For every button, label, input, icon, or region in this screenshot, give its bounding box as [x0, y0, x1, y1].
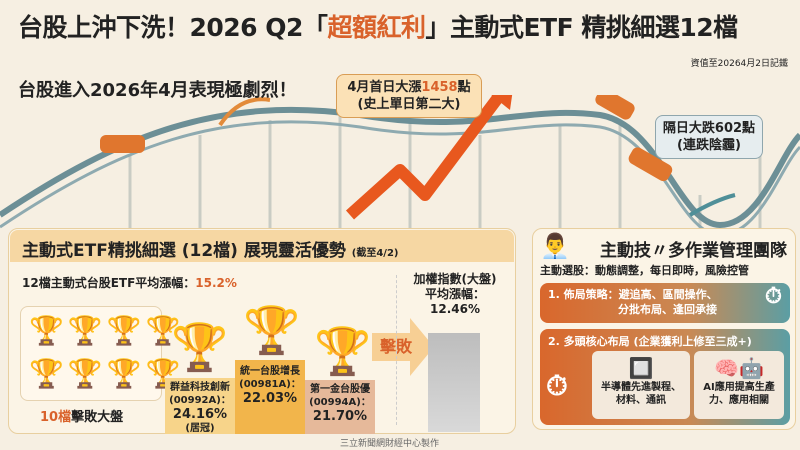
beat-market-count: 10檔擊敗大盤: [40, 410, 124, 425]
callout-drop: 隔日大跌602點 (連跌陰霾): [655, 115, 763, 159]
credit-footer: 三立新聞網財經中心製作: [340, 439, 440, 449]
silver-trophy-icon: 2.🏆: [171, 320, 229, 374]
curve-arrow-icon: [218, 97, 271, 127]
subtitle: 台股進入2026年4月表現極劇烈！: [18, 80, 297, 101]
ai-card: 🧠🤖 AI應用提高生產 力、應用相關: [694, 351, 784, 419]
trophy-icon: 🏆: [106, 356, 142, 390]
team-title: 主動技〃多作業管理團隊: [600, 241, 787, 261]
index-bar: [428, 333, 480, 432]
podium-first: 統一台股增長 (00981A)： 22.03%: [235, 360, 305, 434]
surge-arrow-icon: [345, 95, 505, 220]
trophy-grid: 🏆 🏆 🏆 🏆 🏆 🏆 🏆 🏆: [20, 306, 181, 401]
semiconductor-card: 🔲 半導體先進製程、 材料、通訊: [592, 351, 690, 419]
strategy-box: 1. 佈局策略：避追高、區間操作、 分批布局、逢回承接 ⏱: [540, 283, 790, 323]
bronze-trophy-icon: 3.🏆: [314, 324, 372, 378]
average-gain: 12檔主動式台股ETF平均漲幅：15.2%: [22, 276, 237, 290]
data-date-note: 資值至20264月2日記鐵: [690, 59, 788, 69]
index-gain: 加權指數(大盤) 平均漲幅： 12.46%: [413, 272, 497, 316]
manager-icon: 👨‍💼: [540, 232, 570, 260]
gold-trophy-icon: 1.🏆: [243, 303, 301, 357]
trophy-icon: 🏆: [29, 314, 64, 347]
roller-coaster-illustration: [0, 95, 800, 235]
core-layout-box: 2. 多頭核心布局 (企業獲利上修至三成+) ⏱ 🔲 半導體先進製程、 材料、通訊…: [540, 329, 790, 425]
chip-icon: 🔲: [628, 356, 654, 380]
team-subtitle: 主動選股：動態調整，每日即時，風險控管: [540, 264, 749, 277]
trophy-icon: 🏆: [29, 356, 64, 390]
teal-arrow-icon: [688, 193, 736, 217]
coaster-car-icon: [100, 135, 145, 153]
podium-second: 群益科技創新 (00992A)： 24.16% (居冠): [165, 378, 235, 434]
divider: [396, 275, 397, 425]
trophy-icon: 🏆: [67, 314, 103, 347]
trophy-icon: 🏆: [106, 314, 142, 347]
beat-arrow-icon: [372, 318, 434, 376]
stopwatch-coins-icon: ⏱: [546, 369, 568, 402]
stopwatch-coins-icon: ⏱: [764, 284, 782, 309]
trophy-icon: 🏆: [145, 314, 181, 347]
panel-heading: 主動式ETF精挑細選 (12檔) 展現靈活優勢 (截至4/2): [10, 230, 514, 262]
brain-robot-icon: 🧠🤖: [714, 356, 764, 380]
podium-third: 第一金台股優 (00994A)： 21.70%: [305, 380, 375, 434]
page-title: 台股上沖下洗！2026 Q2「超額紅利」主動式ETF 精挑細選12檔: [18, 13, 738, 42]
coaster-car-icon: [595, 95, 635, 120]
callout-surge: 4月首日大漲1458點 (史上單日第二大): [336, 74, 482, 118]
trophy-icon: 🏆: [67, 356, 103, 390]
coaster-car-icon: [628, 147, 673, 182]
